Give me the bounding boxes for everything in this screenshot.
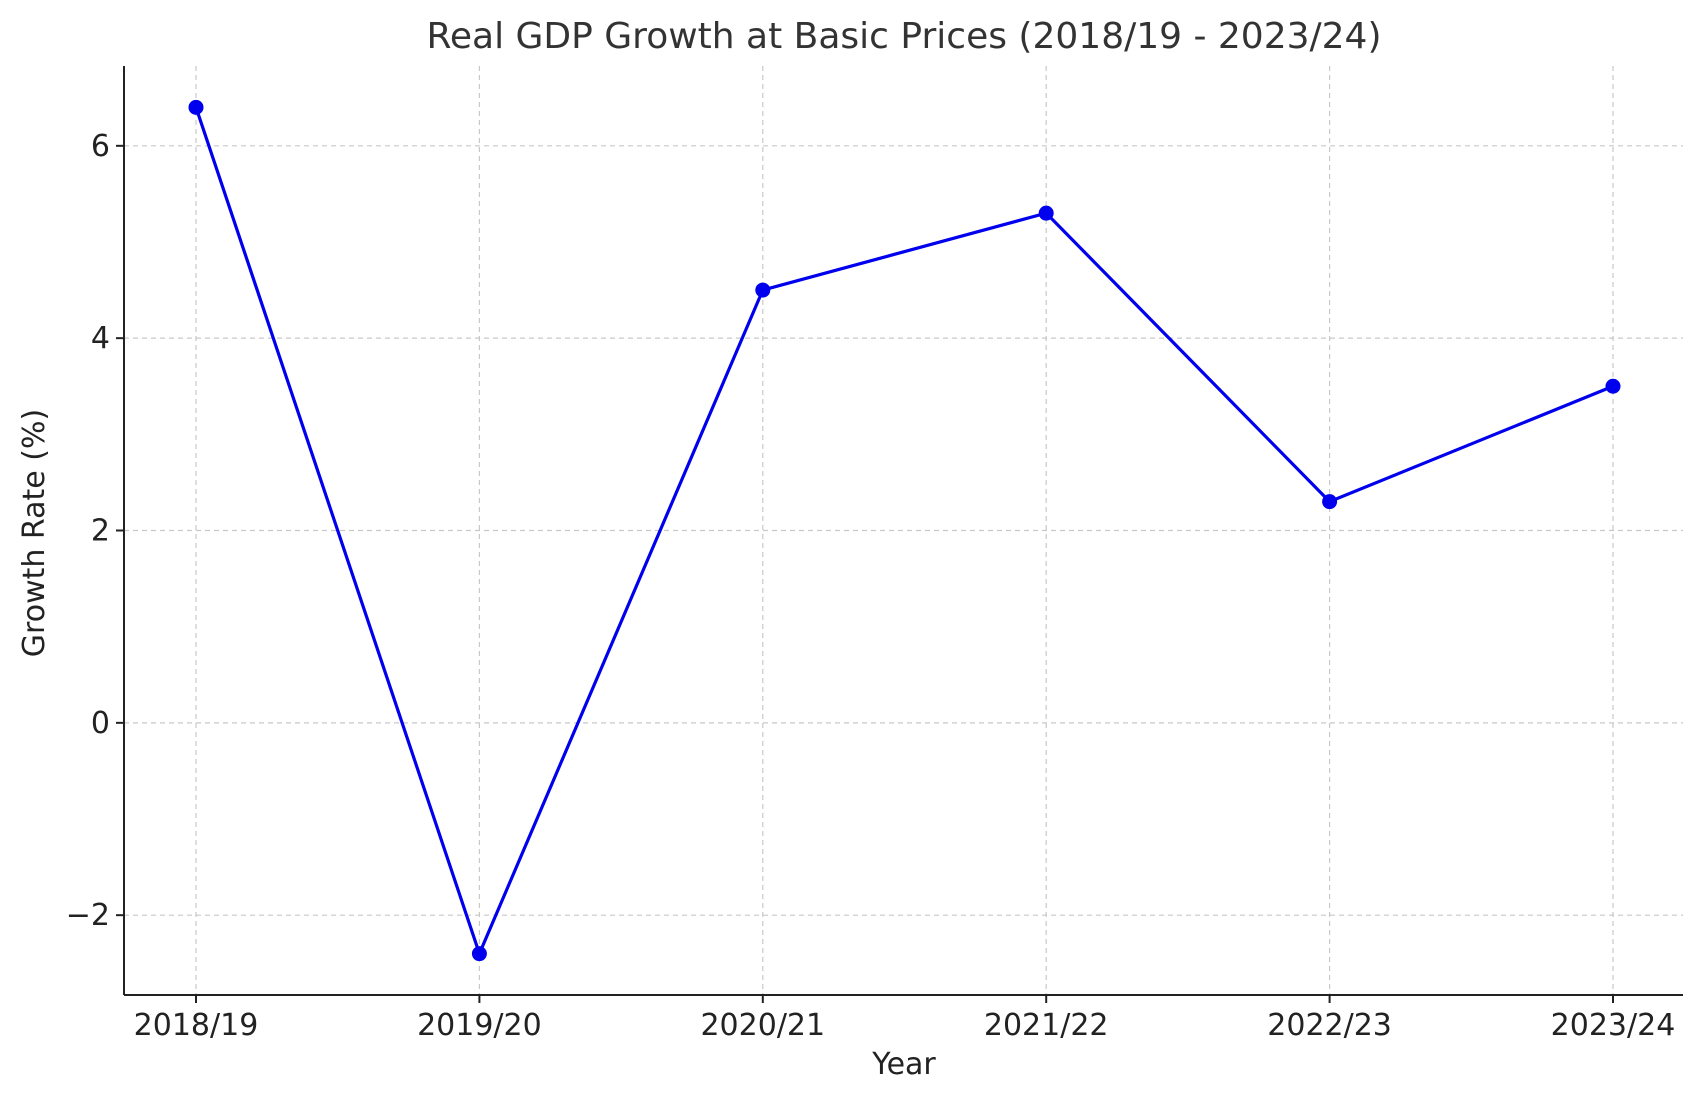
series-line: [194, 106, 1614, 959]
x-axis-label: Year: [871, 1047, 936, 1082]
x-tick-label: 2020/21: [700, 1008, 825, 1043]
data-point: [471, 946, 487, 962]
x-tick-label: 2019/20: [417, 1008, 542, 1043]
data-series: [188, 99, 1621, 962]
y-tick-label: −2: [66, 898, 110, 933]
y-tick-label: 2: [91, 514, 110, 549]
chart-title: Real GDP Growth at Basic Prices (2018/19…: [426, 16, 1381, 57]
tick-labels: −2 0 2 4 6 2018/19 2019/20 2020/21 2021/22 2022/2…: [66, 129, 1676, 1043]
y-axis-label: Growth Rate (%): [17, 409, 52, 657]
x-tick-label: 2022/23: [1267, 1008, 1392, 1043]
data-point: [1038, 205, 1054, 221]
x-tick-label: 2023/24: [1551, 1008, 1676, 1043]
x-tick-label: 2018/19: [134, 1008, 259, 1043]
axes: [116, 66, 1683, 1003]
y-tick-label: 0: [91, 706, 110, 741]
data-point: [188, 99, 204, 115]
data-point: [755, 282, 771, 298]
data-point: [1322, 494, 1338, 510]
x-tick-label: 2021/22: [984, 1008, 1109, 1043]
y-tick-label: 6: [91, 129, 110, 164]
y-tick-label: 4: [91, 321, 110, 356]
grid-lines: [124, 66, 1683, 995]
data-point: [1605, 378, 1621, 394]
